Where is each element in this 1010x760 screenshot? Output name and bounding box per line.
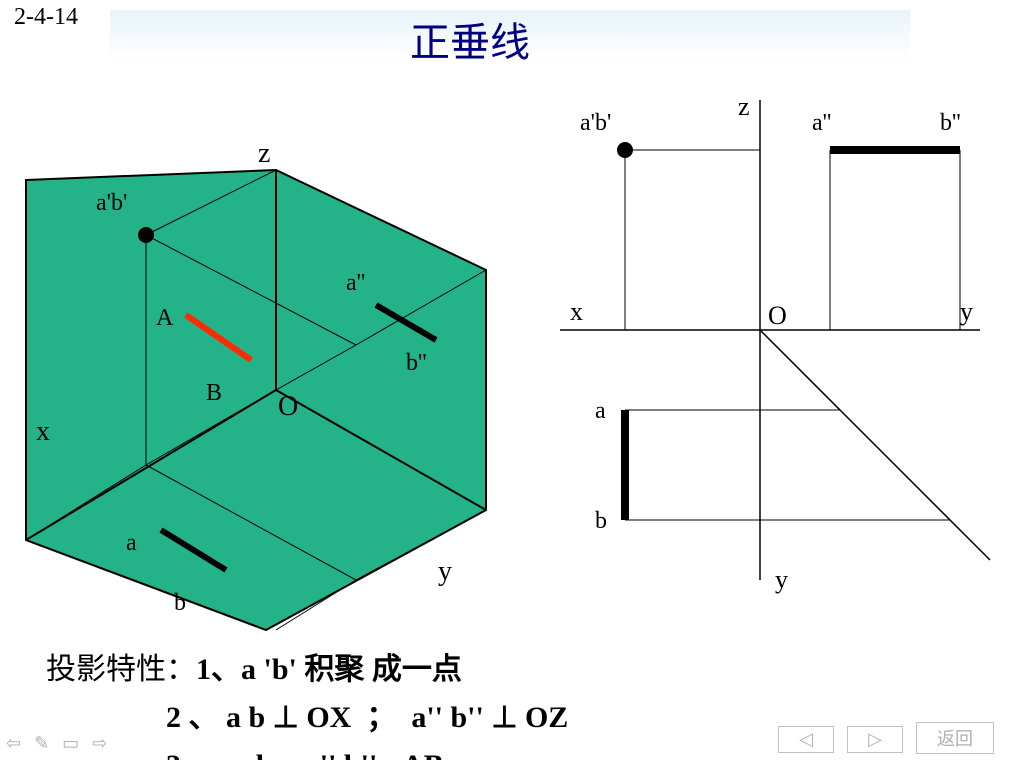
svg-text:z: z [738, 92, 750, 121]
nav-return-button[interactable]: 返回 [916, 722, 994, 754]
axonometric-diagram: zxyOa'b'ABaba''b'' [6, 70, 516, 670]
svg-text:a: a [595, 398, 606, 424]
svg-text:z: z [258, 138, 270, 169]
nav-left-icons[interactable]: ⇦ ✎ ▭ ⇨ [6, 733, 111, 754]
svg-text:b'': b'' [940, 110, 961, 136]
svg-text:a'': a'' [346, 270, 365, 296]
svg-text:a'': a'' [812, 110, 831, 136]
slide-title: 正垂线 [410, 10, 530, 68]
svg-text:O: O [768, 301, 787, 330]
three-view-diagram: x z Oy y a'b' a'' b'' a b [560, 80, 1010, 610]
caption-line-2: 2 、 a b ⊥ OX ； a'' b'' ⊥ OZ [16, 701, 568, 734]
svg-text:b: b [595, 508, 607, 534]
caption-line-1: 1、a 'b' 积聚 成一点 [196, 653, 462, 686]
nav-next-button[interactable]: ▷ [847, 726, 903, 753]
caption-prefix: 投影特性： [46, 653, 196, 686]
svg-text:y: y [438, 556, 452, 587]
svg-text:b'': b'' [406, 350, 427, 376]
svg-text:x: x [36, 416, 50, 447]
page-number: 2-4-14 [14, 4, 78, 31]
slide-stage: 2-4-14 正垂线 z x y Oa'b' A Ba b a'' b'' x z Oy y a'b' a… [0, 0, 1010, 760]
svg-text:A: A [156, 305, 174, 331]
nav-right-controls: ◁ ▷ 返回 [770, 722, 994, 754]
svg-text:O: O [278, 391, 298, 422]
svg-text:y: y [775, 565, 788, 594]
nav-prev-button[interactable]: ◁ [778, 726, 834, 753]
svg-text:B: B [206, 380, 222, 406]
svg-text:a: a [126, 530, 137, 556]
svg-text:y: y [960, 297, 973, 326]
svg-text:x: x [570, 297, 583, 326]
svg-text:a'b': a'b' [580, 110, 611, 136]
svg-text:a'b': a'b' [96, 190, 127, 216]
